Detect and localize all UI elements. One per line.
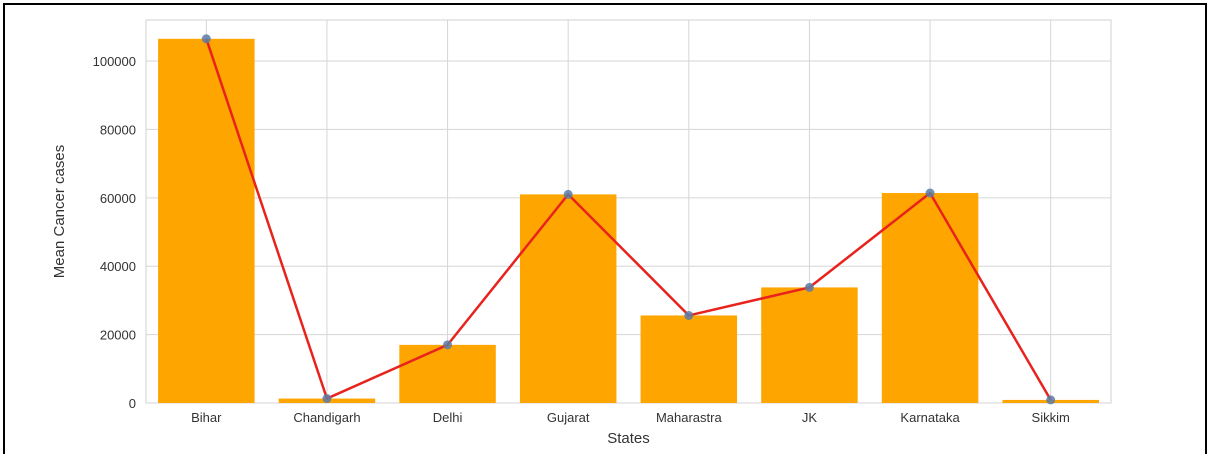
trend-line: [205, 38, 1052, 401]
x-tick-label: Delhi: [433, 410, 463, 425]
x-tick-label: Gujarat: [547, 410, 590, 425]
x-tick-label: Sikkim: [1032, 410, 1070, 425]
point-karnataka: [925, 188, 935, 198]
x-tick-label: Chandigarh: [293, 410, 360, 425]
bar-gujarat: [519, 194, 617, 403]
y-tick-label: 80000: [100, 122, 136, 137]
bar-maharastra: [640, 315, 738, 403]
point-jk: [804, 282, 814, 292]
y-tick-label: 0: [129, 396, 136, 411]
point-delhi: [443, 340, 453, 350]
x-tick-label: Bihar: [191, 410, 222, 425]
point-chandigarh: [322, 394, 332, 404]
y-tick-label: 20000: [100, 328, 136, 343]
point-gujarat: [563, 189, 573, 199]
point-bihar: [201, 34, 211, 44]
x-tick-label: JK: [802, 410, 818, 425]
bar-delhi: [399, 344, 496, 403]
point-maharastra: [684, 310, 694, 320]
x-tick-label: Maharastra: [656, 410, 723, 425]
y-axis-label: Mean Cancer cases: [51, 145, 68, 278]
y-tick-label: 40000: [100, 259, 136, 274]
x-axis-label: States: [607, 430, 650, 447]
bar-jk: [761, 287, 858, 403]
bar-karnataka: [881, 193, 979, 403]
y-tick-label: 60000: [100, 191, 136, 206]
x-tick-label: Karnataka: [900, 410, 960, 425]
bar-bihar: [158, 38, 255, 403]
y-tick-label: 100000: [93, 54, 136, 69]
point-sikkim: [1046, 395, 1056, 405]
